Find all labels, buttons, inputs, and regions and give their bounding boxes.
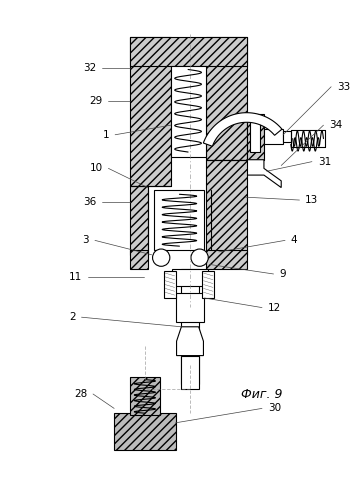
- Bar: [131, 37, 171, 186]
- Text: 3: 3: [83, 236, 89, 246]
- Bar: [206, 160, 247, 255]
- Text: 11: 11: [69, 272, 83, 282]
- Polygon shape: [203, 113, 282, 146]
- Bar: [181, 356, 199, 389]
- Text: 33: 33: [337, 82, 350, 92]
- Polygon shape: [176, 327, 203, 356]
- Bar: [264, 129, 283, 144]
- Text: 30: 30: [268, 403, 281, 413]
- Bar: [206, 37, 247, 160]
- Text: 4: 4: [291, 236, 298, 246]
- Text: 12: 12: [268, 302, 281, 312]
- Bar: [131, 186, 148, 255]
- Polygon shape: [247, 160, 281, 188]
- Text: 29: 29: [89, 96, 103, 106]
- Bar: [172, 269, 208, 286]
- Bar: [181, 269, 199, 384]
- Bar: [114, 413, 175, 450]
- Text: 9: 9: [279, 269, 286, 279]
- Text: 2: 2: [69, 312, 76, 322]
- Text: 13: 13: [305, 195, 318, 205]
- Bar: [283, 131, 291, 142]
- Bar: [175, 293, 204, 322]
- Bar: [171, 66, 206, 157]
- Bar: [164, 271, 175, 298]
- Bar: [206, 250, 247, 269]
- Bar: [203, 271, 214, 298]
- Bar: [155, 191, 204, 250]
- Circle shape: [152, 249, 170, 266]
- Bar: [251, 121, 260, 152]
- Circle shape: [191, 249, 208, 266]
- Text: 10: 10: [90, 163, 103, 173]
- Text: 1: 1: [103, 130, 109, 140]
- Bar: [131, 37, 247, 66]
- Text: 31: 31: [318, 157, 331, 167]
- Bar: [131, 250, 148, 269]
- Bar: [130, 377, 160, 415]
- Text: 28: 28: [74, 389, 87, 399]
- Bar: [247, 114, 264, 160]
- Text: 36: 36: [83, 197, 96, 207]
- Text: Фиг. 9: Фиг. 9: [241, 388, 283, 401]
- Text: 32: 32: [83, 62, 96, 72]
- Text: 34: 34: [329, 120, 342, 130]
